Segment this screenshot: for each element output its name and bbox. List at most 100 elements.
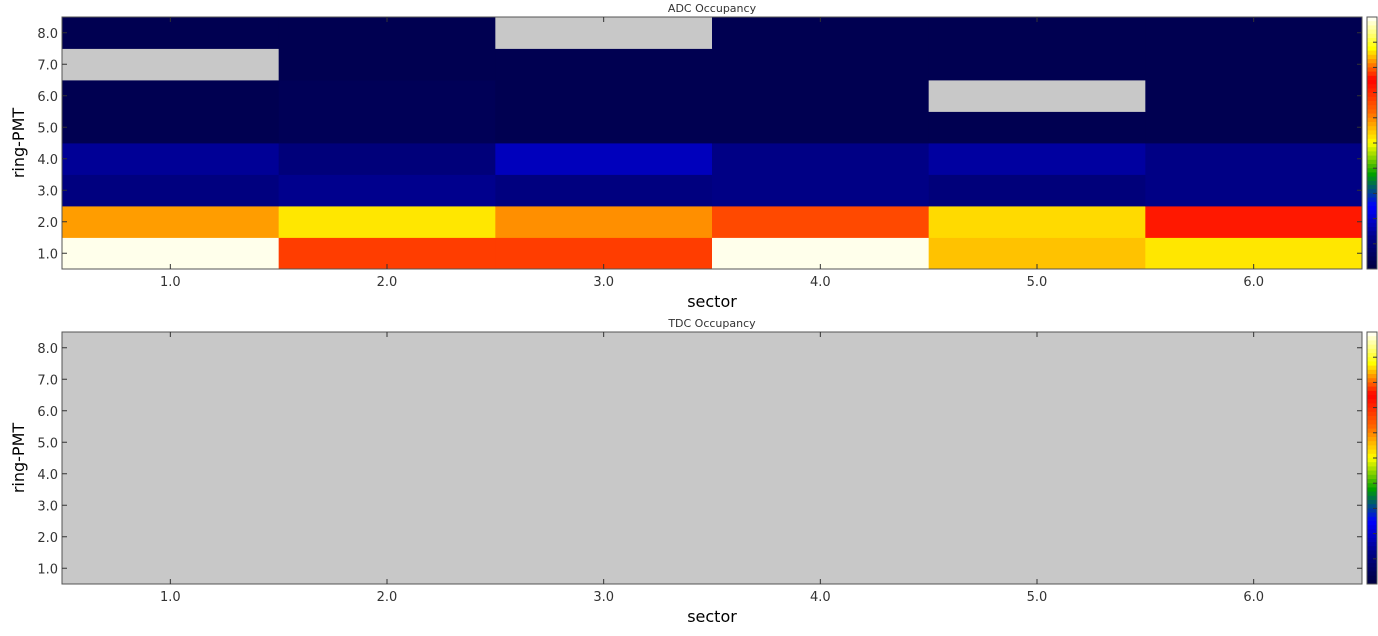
x-tick-label: 1.0 xyxy=(160,275,181,290)
colorbar-segment xyxy=(1367,353,1377,358)
heatmap-cell xyxy=(712,426,930,459)
heatmap-cell xyxy=(712,363,930,396)
heatmap-cell xyxy=(278,332,496,364)
colorbar-segment xyxy=(1367,332,1377,337)
colorbar-segment xyxy=(1367,453,1377,459)
heatmap-cell xyxy=(62,332,280,364)
colorbar-segment xyxy=(1367,96,1377,102)
heatmap-cell xyxy=(62,458,280,490)
chart-title: TDC Occupancy xyxy=(667,317,756,330)
colorbar-segment xyxy=(1367,458,1377,463)
colorbar-segment xyxy=(1367,554,1377,560)
colorbar-segment xyxy=(1367,483,1377,488)
colorbar-segment xyxy=(1367,248,1377,253)
colorbar-segment xyxy=(1367,206,1377,211)
y-axis-label: ring-PMT xyxy=(9,108,28,179)
heatmap-cell xyxy=(712,174,930,207)
colorbar-segment xyxy=(1367,516,1377,522)
colorbar-segment xyxy=(1367,151,1377,157)
colorbar-segment xyxy=(1367,164,1377,169)
colorbar-segment xyxy=(1367,344,1377,350)
heatmap-cell xyxy=(928,426,1146,459)
heatmap-cell xyxy=(712,332,930,364)
colorbar-segment xyxy=(1367,348,1377,354)
colorbar-segment xyxy=(1367,109,1377,115)
heatmap-cell xyxy=(62,174,280,207)
heatmap-cell xyxy=(928,458,1146,490)
colorbar-segment xyxy=(1367,437,1377,442)
colorbar-segment xyxy=(1367,25,1377,31)
heatmap-cell xyxy=(62,80,280,112)
colorbar-segment xyxy=(1367,357,1377,362)
colorbar-segment xyxy=(1367,143,1377,148)
colorbar-segment xyxy=(1367,466,1377,472)
colorbar-segment xyxy=(1367,218,1377,224)
heatmap-cell xyxy=(712,48,930,81)
heatmap-cell xyxy=(62,489,280,522)
heatmap-cell xyxy=(1145,174,1363,207)
heatmap-cell xyxy=(712,206,930,238)
colorbar-segment xyxy=(1367,21,1377,26)
y-tick-label: 3.0 xyxy=(37,499,58,514)
heatmap-cell xyxy=(62,48,280,81)
heatmap-cell xyxy=(712,143,930,175)
y-tick-label: 7.0 xyxy=(37,373,58,388)
heatmap-cell xyxy=(1145,363,1363,396)
colorbar-segment xyxy=(1367,428,1377,434)
heatmap-cell xyxy=(1145,80,1363,112)
heatmap-cell xyxy=(928,174,1146,207)
heatmap-cell xyxy=(1145,332,1363,364)
colorbar-segment xyxy=(1367,201,1377,207)
heatmap-cell xyxy=(62,206,280,238)
colorbar-segment xyxy=(1367,420,1377,425)
colorbar-segment xyxy=(1367,378,1377,383)
x-tick-label: 6.0 xyxy=(1243,275,1264,290)
plot-frame xyxy=(61,16,1363,270)
heatmap-cell xyxy=(495,426,713,459)
x-axis-label: sector xyxy=(687,607,737,626)
colorbar-segment xyxy=(1367,399,1377,404)
heatmap-cell xyxy=(278,458,496,490)
heatmap-cell xyxy=(928,143,1146,175)
y-tick-label: 1.0 xyxy=(37,247,58,262)
heatmap-cell xyxy=(1145,206,1363,238)
colorbar-segment xyxy=(1367,416,1377,421)
colorbar-segment xyxy=(1367,29,1377,35)
heatmap-cell xyxy=(1145,489,1363,522)
colorbar-segment xyxy=(1367,579,1377,585)
colorbar-segment xyxy=(1367,462,1377,467)
colorbar-segment xyxy=(1367,542,1377,547)
colorbar-segment xyxy=(1367,521,1377,526)
colorbar-segment xyxy=(1367,432,1377,438)
heatmap-cell xyxy=(495,489,713,522)
colorbar-segment xyxy=(1367,176,1377,182)
colorbar-segment xyxy=(1367,491,1377,497)
colorbar-segment xyxy=(1367,336,1377,341)
heatmap-cell xyxy=(712,521,930,553)
heatmap-cell xyxy=(62,143,280,175)
colorbar-segment xyxy=(1367,67,1377,73)
colorbar-segment xyxy=(1367,17,1377,22)
colorbar-segment xyxy=(1367,365,1377,371)
colorbar-segment xyxy=(1367,63,1377,68)
colorbar-segment xyxy=(1367,424,1377,430)
heatmap-cell xyxy=(928,17,1146,49)
x-tick-label: 4.0 xyxy=(810,275,831,290)
colorbar-segment xyxy=(1367,126,1377,131)
colorbar-segment xyxy=(1367,92,1377,98)
colorbar-segment xyxy=(1367,445,1377,451)
colorbar-segment xyxy=(1367,470,1377,476)
heatmap-cell xyxy=(495,395,713,427)
heatmap-cell xyxy=(712,458,930,490)
heatmap-cell xyxy=(62,111,280,144)
colorbar-segment xyxy=(1367,75,1377,81)
x-tick-label: 6.0 xyxy=(1243,590,1264,605)
x-tick-label: 2.0 xyxy=(377,590,398,605)
y-tick-label: 8.0 xyxy=(37,342,58,357)
y-axis-label: ring-PMT xyxy=(9,423,28,494)
heatmap-cell xyxy=(62,17,280,49)
colorbar-segment xyxy=(1367,508,1377,514)
colorbar-segment xyxy=(1367,260,1377,266)
colorbar-segment xyxy=(1367,487,1377,493)
x-tick-label: 1.0 xyxy=(160,590,181,605)
